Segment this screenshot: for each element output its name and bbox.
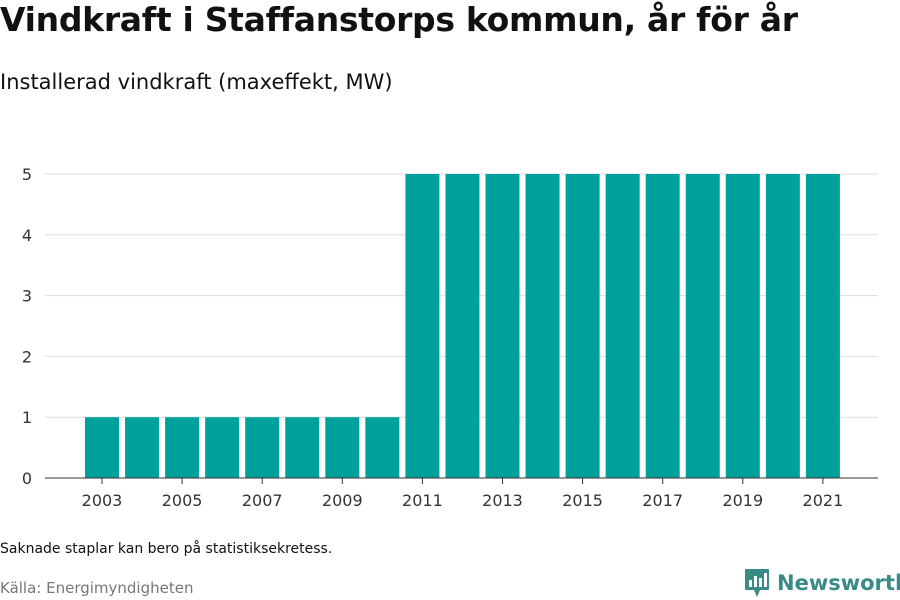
source-note: Källa: Energimyndigheten xyxy=(0,579,194,597)
bar-2016 xyxy=(605,174,640,478)
bar-2004 xyxy=(125,417,160,478)
bar-2020 xyxy=(765,174,800,478)
bar-2014 xyxy=(525,174,560,478)
bar-2019 xyxy=(725,174,760,478)
bar-2006 xyxy=(205,417,240,478)
x-tick-label: 2007 xyxy=(242,491,283,510)
y-tick-label: 3 xyxy=(22,287,32,306)
x-tick-label: 2005 xyxy=(162,491,203,510)
bar-2012 xyxy=(445,174,480,478)
bar-2008 xyxy=(285,417,320,478)
bar-2018 xyxy=(685,174,720,478)
chart-subtitle: Installerad vindkraft (maxeffekt, MW) xyxy=(0,70,393,94)
bar-2010 xyxy=(365,417,400,478)
bar-2021 xyxy=(805,174,840,478)
x-tick-label: 2003 xyxy=(82,491,123,510)
y-tick-label: 1 xyxy=(22,408,32,427)
x-tick-label: 2013 xyxy=(482,491,523,510)
x-tick-label: 2019 xyxy=(722,491,763,510)
x-tick-label: 2009 xyxy=(322,491,363,510)
newsworthy-logo-text: Newsworthy xyxy=(777,571,900,595)
bar-2005 xyxy=(165,417,200,478)
bar-2013 xyxy=(485,174,520,478)
newsworthy-logo: Newsworthy xyxy=(744,568,900,598)
y-tick-label: 4 xyxy=(22,226,32,245)
footnote: Saknade staplar kan bero på statistiksek… xyxy=(0,541,333,557)
y-tick-label: 0 xyxy=(22,469,32,488)
chart-title: Vindkraft i Staffanstorps kommun, år för… xyxy=(0,0,798,39)
bar-2017 xyxy=(645,174,680,478)
bar-2011 xyxy=(405,174,440,478)
x-tick-label: 2011 xyxy=(402,491,443,510)
bar-2007 xyxy=(245,417,280,478)
x-tick-label: 2015 xyxy=(562,491,603,510)
x-tick-label: 2017 xyxy=(642,491,683,510)
newsworthy-logo-icon xyxy=(745,569,769,597)
bar-2003 xyxy=(85,417,119,478)
y-tick-label: 2 xyxy=(22,347,32,366)
bar-2009 xyxy=(325,417,360,478)
x-tick-label: 2021 xyxy=(803,491,844,510)
bar-2015 xyxy=(565,174,600,478)
y-tick-label: 5 xyxy=(22,165,32,184)
